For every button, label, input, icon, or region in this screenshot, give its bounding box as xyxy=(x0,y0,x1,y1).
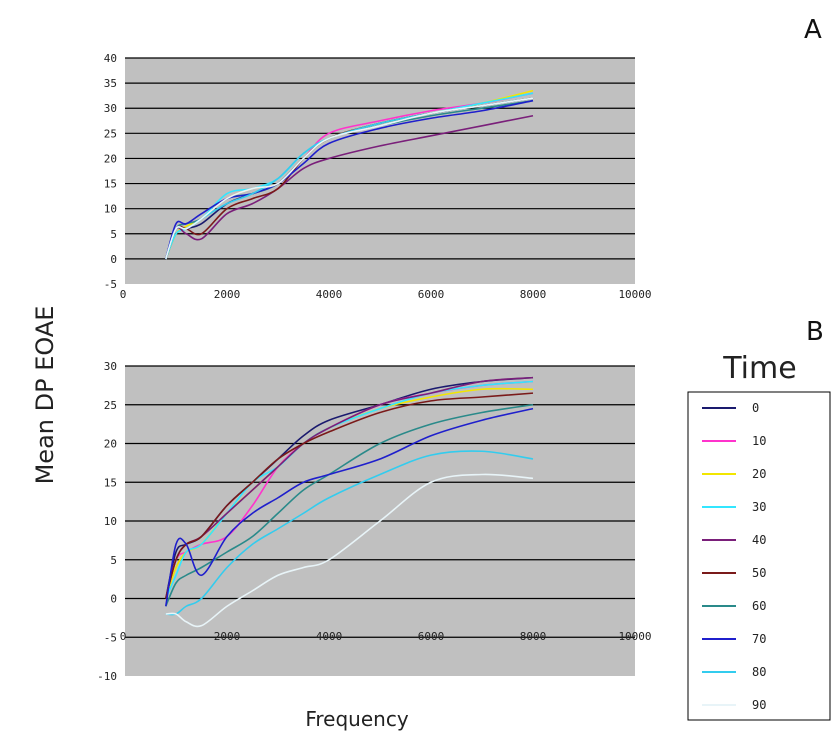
y-tick-label: 10 xyxy=(104,515,117,528)
x-tick-label: 6000 xyxy=(418,288,445,301)
legend-box xyxy=(687,391,831,721)
y-tick-label: 0 xyxy=(110,253,117,266)
plot-b-y-tick-labels: -10 -5 0 5 10 15 20 25 30 xyxy=(97,360,117,683)
y-tick-label: 35 xyxy=(104,77,117,90)
legend-label: 50 xyxy=(752,566,766,580)
x-tick-label: 2000 xyxy=(214,288,241,301)
x-tick-label: 8000 xyxy=(520,288,547,301)
y-tick-label: -10 xyxy=(97,670,117,683)
legend-label: 70 xyxy=(752,632,766,646)
legend-label: 40 xyxy=(752,533,766,547)
plot-b-gridlines xyxy=(125,365,635,638)
plot-a-y-tick-labels: -5 0 5 10 15 20 25 30 35 40 xyxy=(104,52,117,291)
y-tick-label: 30 xyxy=(104,102,117,115)
plot-b-x-tick-labels: 0 2000 4000 6000 8000 10000 xyxy=(120,630,652,643)
y-tick-label: 10 xyxy=(104,203,117,216)
y-tick-label: 5 xyxy=(110,228,117,241)
plot-a-background xyxy=(125,58,635,284)
y-tick-label: 30 xyxy=(104,360,117,373)
legend-label: 90 xyxy=(752,698,766,712)
x-tick-label: 6000 xyxy=(418,630,445,643)
x-tick-label: 0 xyxy=(120,630,127,643)
legend-label: 80 xyxy=(752,665,766,679)
x-tick-label: 2000 xyxy=(214,630,241,643)
legend-label: 0 xyxy=(752,401,759,415)
y-tick-label: 40 xyxy=(104,52,117,65)
y-tick-label: -5 xyxy=(104,631,117,644)
y-tick-label: 15 xyxy=(104,178,117,191)
panel-b-letter: B xyxy=(806,317,824,347)
y-tick-label: 20 xyxy=(104,438,117,451)
legend-entries: 0 10 20 30 40 50 60 70 80 90 xyxy=(702,401,766,712)
legend-label: 60 xyxy=(752,599,766,613)
series-line-80 xyxy=(165,450,534,616)
x-tick-label: 10000 xyxy=(618,288,651,301)
legend-title: Time xyxy=(722,351,796,386)
series-line-90 xyxy=(165,97,534,260)
legend-label: 30 xyxy=(752,500,766,514)
x-tick-label: 10000 xyxy=(618,630,651,643)
legend-label: 20 xyxy=(752,467,766,481)
plot-b-series xyxy=(165,376,534,628)
y-axis-label: Mean DP EOAE xyxy=(31,306,59,485)
x-tick-label: 4000 xyxy=(316,288,343,301)
series-line-60 xyxy=(165,403,534,607)
y-tick-label: 15 xyxy=(104,476,117,489)
series-line-70 xyxy=(165,407,534,607)
x-axis-label: Frequency xyxy=(305,707,408,731)
y-tick-label: 25 xyxy=(104,127,117,140)
legend-label: 10 xyxy=(752,434,766,448)
plot-a-series xyxy=(165,89,534,260)
series-line-90 xyxy=(165,473,534,628)
x-tick-label: 8000 xyxy=(520,630,547,643)
y-tick-label: 5 xyxy=(110,554,117,567)
plot-a-x-tick-labels: 0 2000 4000 6000 8000 10000 xyxy=(120,288,652,301)
x-tick-label: 4000 xyxy=(316,630,343,643)
legend: Time 0 10 20 30 40 50 60 70 80 90 xyxy=(687,351,831,721)
x-tick-label: 0 xyxy=(120,288,127,301)
y-tick-label: 20 xyxy=(104,152,117,165)
y-tick-label: 0 xyxy=(110,593,117,606)
y-tick-label: 25 xyxy=(104,399,117,412)
panel-a-letter: A xyxy=(804,15,822,45)
y-tick-label: -5 xyxy=(104,278,117,291)
